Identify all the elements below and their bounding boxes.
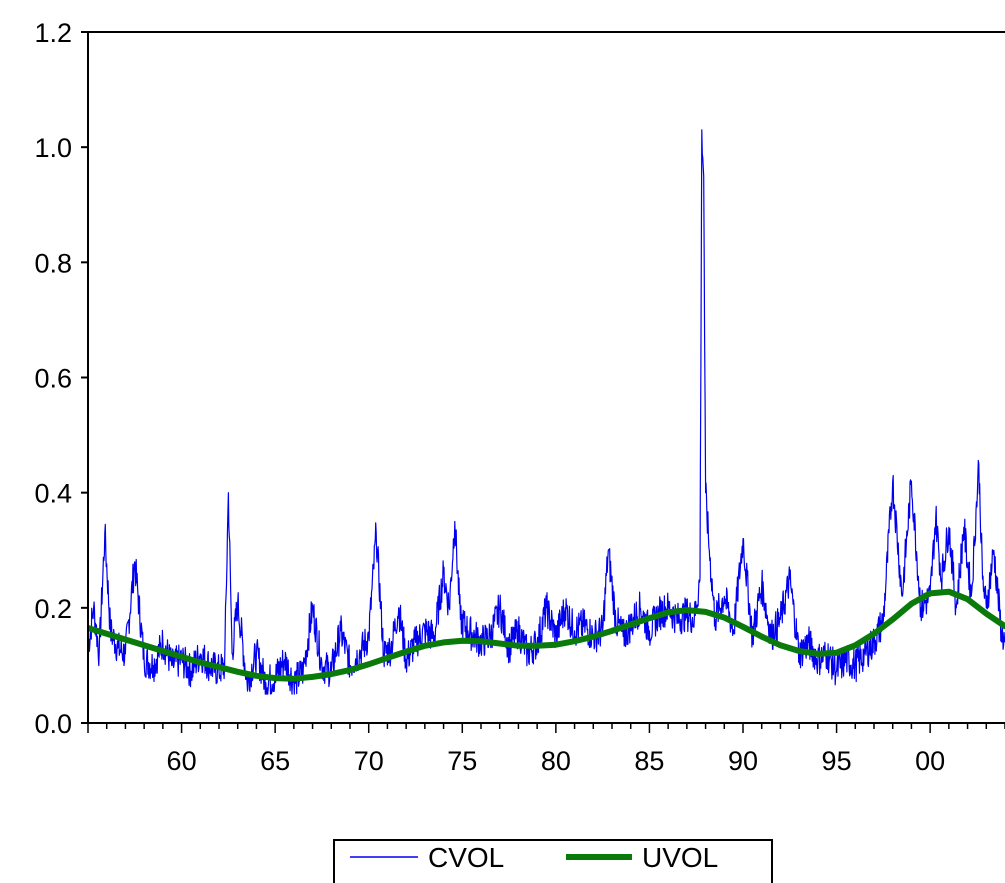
series-line-uvol xyxy=(88,588,1005,682)
y-tick-label: 0.4 xyxy=(34,479,72,509)
legend: CVOL UVOL xyxy=(333,839,773,883)
x-tick-label: 00 xyxy=(915,746,945,776)
legend-label-cvol: CVOL xyxy=(428,842,504,873)
legend-label-uvol: UVOL xyxy=(642,842,718,873)
x-tick-label: 60 xyxy=(167,746,197,776)
y-tick-label: 1.0 xyxy=(34,133,72,163)
series-line-cvol xyxy=(88,129,1005,695)
x-tick-label: 90 xyxy=(728,746,758,776)
x-tick-label: 80 xyxy=(541,746,571,776)
x-tick-label: 85 xyxy=(634,746,664,776)
axis-layer: 0.0 0.2 0.4 0.6 0.8 1.0 1.2 60 65 70 75 80 85 90 95 00 xyxy=(34,18,1005,776)
legend-box xyxy=(333,839,773,883)
x-tick-label: 70 xyxy=(354,746,384,776)
y-tick-label: 0.2 xyxy=(34,594,72,624)
y-tick-label: 0.0 xyxy=(34,709,72,739)
y-tick-label: 0.8 xyxy=(34,248,72,278)
x-tick-label: 95 xyxy=(822,746,852,776)
y-tick-label: 0.6 xyxy=(34,364,72,394)
y-tick-label: 1.2 xyxy=(34,18,72,48)
x-tick-label: 75 xyxy=(447,746,477,776)
x-tick-label: 65 xyxy=(260,746,290,776)
series-layer xyxy=(88,129,1005,695)
